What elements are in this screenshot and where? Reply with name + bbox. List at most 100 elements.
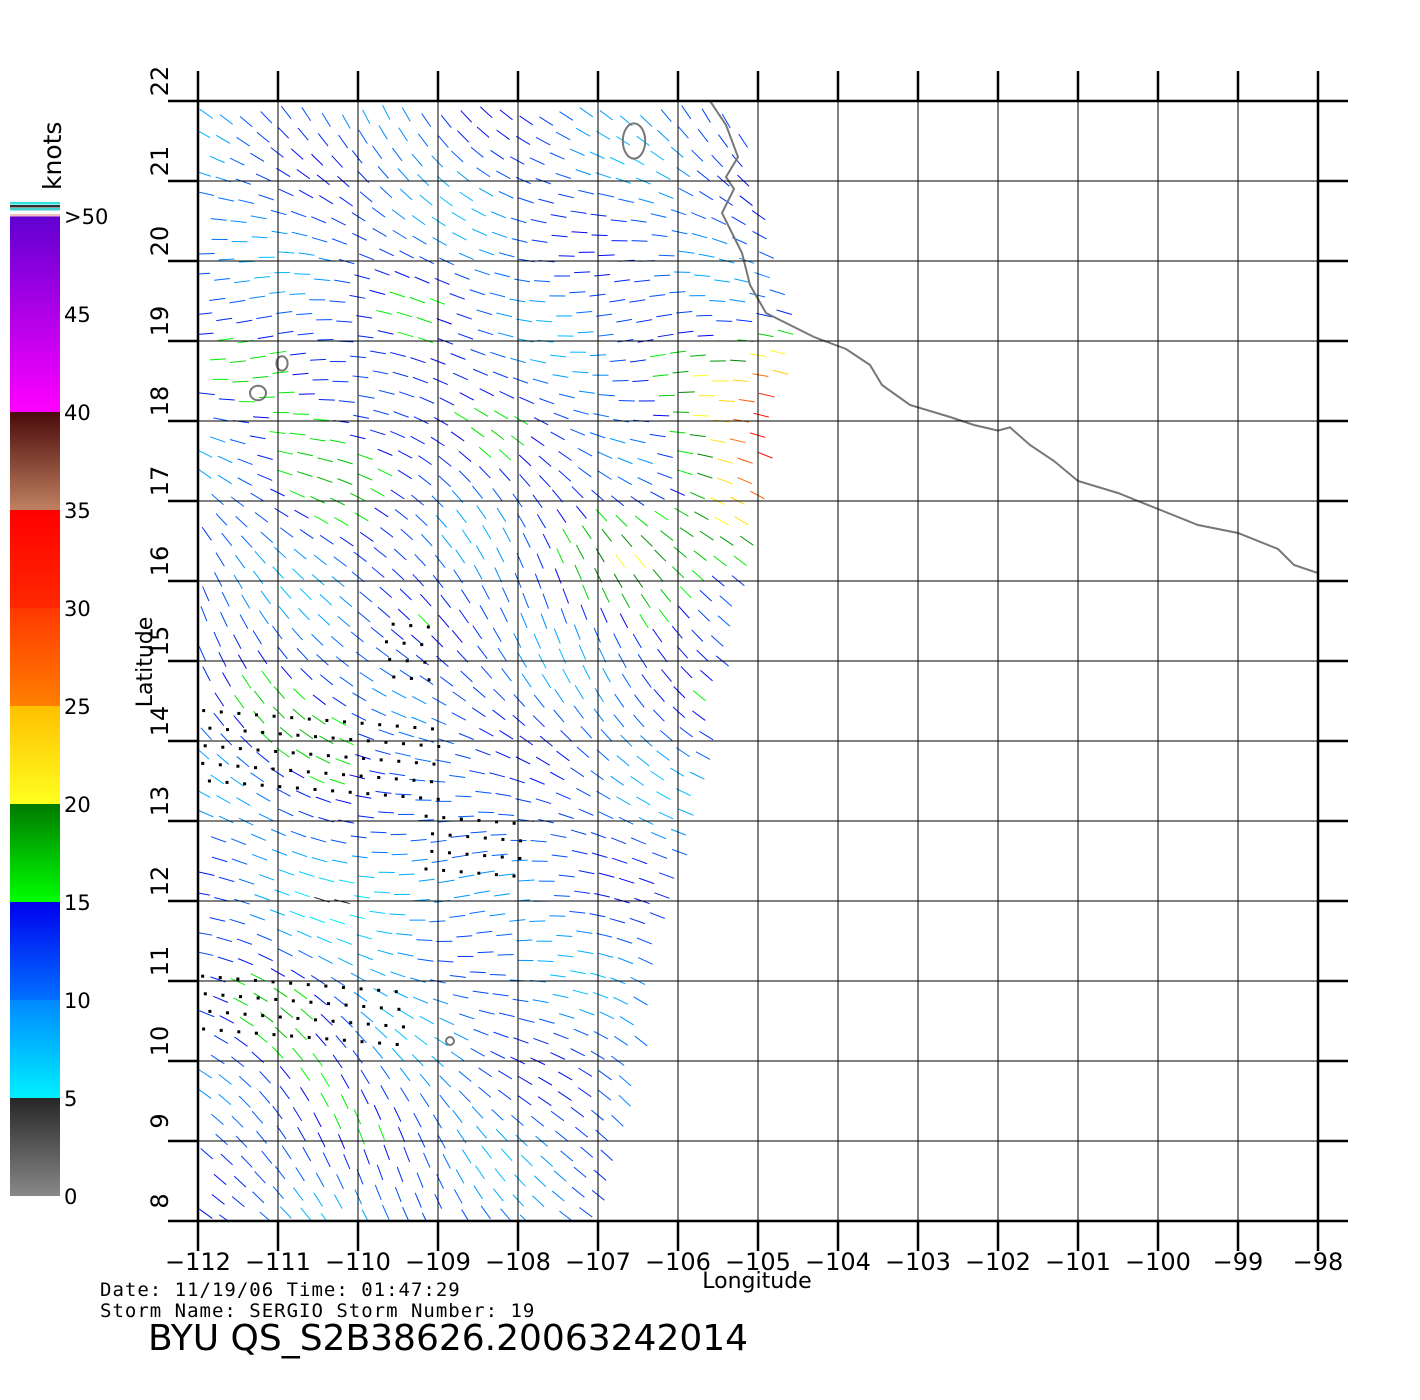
wind-vector xyxy=(515,1134,528,1147)
wind-vector xyxy=(489,974,506,976)
wind-vector xyxy=(596,313,613,317)
wind-vector xyxy=(313,554,327,566)
rain-flag-marker xyxy=(519,839,523,843)
wind-vector xyxy=(640,115,653,127)
y-tick-label: 12 xyxy=(146,866,174,897)
wind-vector xyxy=(256,792,271,802)
rain-flag-marker xyxy=(331,789,335,793)
wind-vector xyxy=(391,209,406,220)
wind-vector xyxy=(509,919,526,922)
wind-vector xyxy=(317,1132,326,1148)
rain-flag-marker xyxy=(394,777,398,781)
wind-vector xyxy=(718,134,729,148)
rain-flag-marker xyxy=(274,997,278,1001)
wind-vector xyxy=(418,455,432,466)
wind-vector xyxy=(218,876,235,883)
wind-vector xyxy=(496,547,505,563)
wind-vector xyxy=(220,611,228,627)
wind-vector xyxy=(340,1074,350,1089)
wind-vector xyxy=(351,212,366,222)
wind-vector xyxy=(257,454,273,460)
wind-vector xyxy=(570,428,586,436)
rain-flag-marker xyxy=(237,711,241,715)
wind-vector xyxy=(399,250,414,259)
wind-vector xyxy=(581,525,592,540)
wind-vector xyxy=(253,690,265,704)
wind-vector xyxy=(472,625,483,640)
wind-vector xyxy=(320,1013,333,1026)
wind-vector xyxy=(270,828,287,837)
wind-vector xyxy=(658,608,670,623)
wind-vector xyxy=(637,957,653,965)
wind-vector xyxy=(689,771,705,780)
wind-vector xyxy=(211,856,228,863)
rain-flag-marker xyxy=(253,978,257,982)
wind-vector xyxy=(681,105,692,120)
wind-vector xyxy=(360,1089,369,1105)
wind-vector xyxy=(391,1048,404,1061)
wind-vector xyxy=(213,995,229,1003)
wind-vector xyxy=(498,1012,515,1018)
wind-vector xyxy=(569,910,586,914)
rain-flag-marker xyxy=(342,773,346,777)
wind-vector xyxy=(391,147,403,162)
wind-vector xyxy=(691,569,705,582)
wind-vector xyxy=(378,811,395,814)
wind-vector xyxy=(255,173,271,182)
wind-vector xyxy=(597,451,613,460)
wind-vector xyxy=(729,438,746,444)
wind-vector xyxy=(711,237,728,245)
rain-flag-marker xyxy=(388,657,392,661)
wind-vector xyxy=(458,815,475,818)
wind-vector xyxy=(237,477,253,486)
wind-vector xyxy=(621,673,632,688)
wind-vector xyxy=(476,1125,488,1139)
wind-vector xyxy=(343,1153,351,1170)
wind-vector xyxy=(339,536,354,547)
wind-vector xyxy=(397,168,410,181)
wind-vector xyxy=(676,645,689,659)
wind-vector xyxy=(410,838,427,842)
wind-vector xyxy=(293,688,306,700)
wind-vector xyxy=(591,234,608,236)
wind-vector xyxy=(677,450,693,455)
wind-vector xyxy=(478,1009,495,1015)
wind-vector xyxy=(338,258,355,265)
wind-vector xyxy=(529,157,545,166)
wind-vector xyxy=(491,231,508,238)
wind-vector xyxy=(478,1067,493,1078)
wind-vector xyxy=(615,514,628,527)
wind-vector xyxy=(677,330,694,334)
rain-flag-marker xyxy=(243,729,247,733)
wind-vector xyxy=(351,150,363,164)
wind-vector xyxy=(418,878,435,882)
wind-vector xyxy=(397,608,411,621)
wind-vector xyxy=(450,431,465,442)
wind-vector xyxy=(291,627,303,641)
rain-flag-marker xyxy=(309,752,313,756)
wind-vector xyxy=(237,958,254,966)
wind-vector xyxy=(557,1071,573,1081)
wind-vector xyxy=(319,534,334,545)
wind-vector xyxy=(492,488,503,502)
wind-vector xyxy=(553,1032,569,1040)
wind-vector xyxy=(269,909,285,916)
wind-vector xyxy=(300,1067,311,1081)
x-axis-label: Longitude xyxy=(702,1269,811,1294)
wind-vector xyxy=(434,277,450,285)
wind-vector xyxy=(659,729,673,742)
wind-vector xyxy=(660,530,674,541)
wind-vector xyxy=(357,335,374,339)
x-tick-label: −104 xyxy=(805,1248,871,1276)
wind-vector xyxy=(475,1165,485,1180)
wind-vector xyxy=(218,815,234,824)
wind-vector xyxy=(418,819,435,822)
wind-vector xyxy=(221,532,233,547)
wind-vector xyxy=(697,472,713,479)
wind-vector xyxy=(438,879,455,884)
wind-vector xyxy=(456,171,470,182)
y-tick-label: 22 xyxy=(146,66,174,97)
wind-vector xyxy=(199,1208,213,1219)
wind-vector xyxy=(575,169,592,176)
wind-vector xyxy=(353,1109,362,1125)
